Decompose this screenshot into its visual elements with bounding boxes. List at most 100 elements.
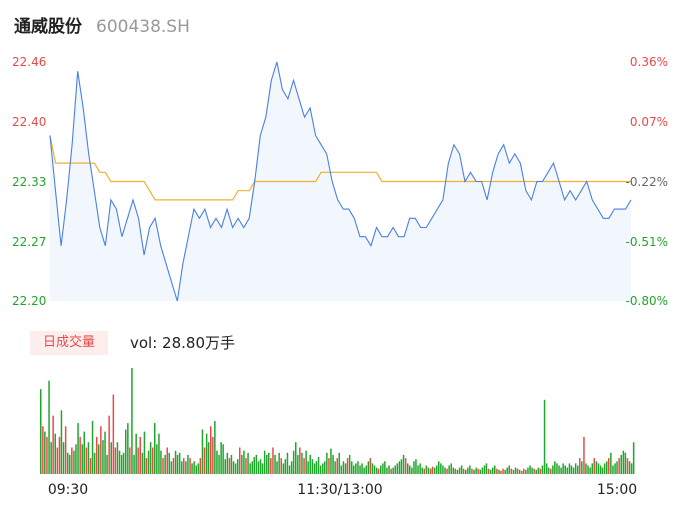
volume-bar (479, 469, 481, 474)
y-right-tick-label: 0.07% (630, 115, 668, 129)
price-area (50, 62, 631, 301)
volume-bar (446, 468, 448, 474)
volume-bar (62, 442, 65, 474)
volume-bar (353, 465, 355, 474)
volume-bar (259, 459, 262, 474)
volume-bar (396, 463, 399, 474)
volume-bar (263, 450, 266, 474)
volume-bar (222, 444, 224, 474)
volume-bar (458, 467, 461, 474)
volume-bar (521, 470, 523, 474)
volume-bar (404, 458, 407, 474)
volume-bar (577, 465, 579, 474)
volume-bar (400, 459, 403, 474)
volume-bar (210, 426, 212, 474)
volume-bar (106, 454, 108, 474)
volume-bar (616, 461, 618, 474)
volume-bar (152, 447, 154, 474)
volume-bar (612, 465, 614, 474)
volume-bar (603, 463, 606, 474)
volume-bar (313, 463, 316, 474)
volume-bar (48, 380, 50, 474)
volume-bar (295, 442, 297, 474)
volume-bar (440, 463, 442, 474)
stock-code: 600438.SH (96, 17, 190, 37)
volume-bar (183, 458, 185, 474)
volume-bar (270, 458, 272, 474)
volume-bar (328, 458, 330, 474)
volume-bar (608, 458, 610, 474)
volume-bar (102, 440, 104, 474)
volume-bar (585, 463, 587, 474)
volume-bar (411, 467, 413, 474)
volume-bar (218, 454, 220, 474)
volume-bar (502, 468, 504, 474)
volume-bar (197, 463, 200, 474)
volume-bar (75, 444, 77, 474)
volume-bar (77, 423, 79, 474)
volume-bar (384, 461, 386, 474)
volume-bar (523, 468, 525, 474)
volume-bar (500, 470, 502, 474)
volume-bar (485, 463, 488, 474)
volume-bar (579, 458, 581, 474)
volume-bar (46, 436, 48, 474)
volume-bar (334, 461, 336, 474)
volume-bar (431, 466, 434, 474)
volume-bar (255, 454, 258, 474)
volume-bar (365, 465, 367, 474)
volume-bar (189, 458, 191, 474)
volume-bar (336, 458, 338, 474)
volume-bar (239, 447, 241, 474)
volume-bar (610, 452, 612, 474)
volume-bar (452, 467, 455, 474)
volume-bar (581, 461, 583, 474)
volume-bar (595, 461, 598, 474)
volume-bar (185, 461, 187, 474)
volume-bar (554, 461, 556, 474)
volume-bar (338, 452, 340, 474)
y-right-tick-label: -0.80% (626, 294, 668, 308)
volume-bar (112, 394, 115, 474)
volume-tag: 日成交量 (30, 331, 108, 355)
volume-bar (166, 447, 168, 474)
volume-bar (234, 463, 237, 474)
volume-bar (340, 465, 343, 474)
volume-bar (518, 469, 521, 474)
volume-bar (191, 463, 193, 474)
volume-bar (545, 463, 548, 474)
volume-bar (87, 442, 90, 474)
volume-bar (541, 465, 544, 474)
volume-bar (504, 469, 506, 474)
volume-bar (162, 458, 164, 474)
volume-bar (274, 454, 276, 474)
volume-bar (351, 461, 353, 474)
volume-bar (81, 444, 83, 474)
volume-bar (601, 467, 604, 474)
volume-bar (344, 463, 347, 474)
volume-bar (388, 465, 390, 474)
volume-bar (448, 465, 450, 474)
volume-bar (402, 454, 405, 474)
volume-bar (91, 421, 94, 474)
volume-bar (562, 463, 564, 474)
volume-bar (290, 461, 293, 474)
volume-bar (266, 454, 268, 474)
volume-bar (552, 465, 554, 474)
volume-bar (73, 450, 75, 474)
volume-bar (228, 458, 231, 474)
volume-bar (626, 458, 629, 474)
volume-bar (261, 463, 264, 474)
volume-bar (187, 454, 189, 474)
stock-name: 通威股份 (14, 17, 82, 37)
avg-price-line (49, 135, 631, 201)
volume-bar (363, 467, 365, 474)
volume-bar (421, 467, 423, 474)
volume-bar (568, 463, 571, 474)
volume-bar (489, 469, 492, 474)
y-left-tick-label: 22.20 (12, 294, 46, 308)
volume-bar (624, 452, 627, 474)
volume-bar (181, 461, 183, 474)
volume-bar (212, 436, 214, 474)
volume-bar (280, 458, 282, 474)
